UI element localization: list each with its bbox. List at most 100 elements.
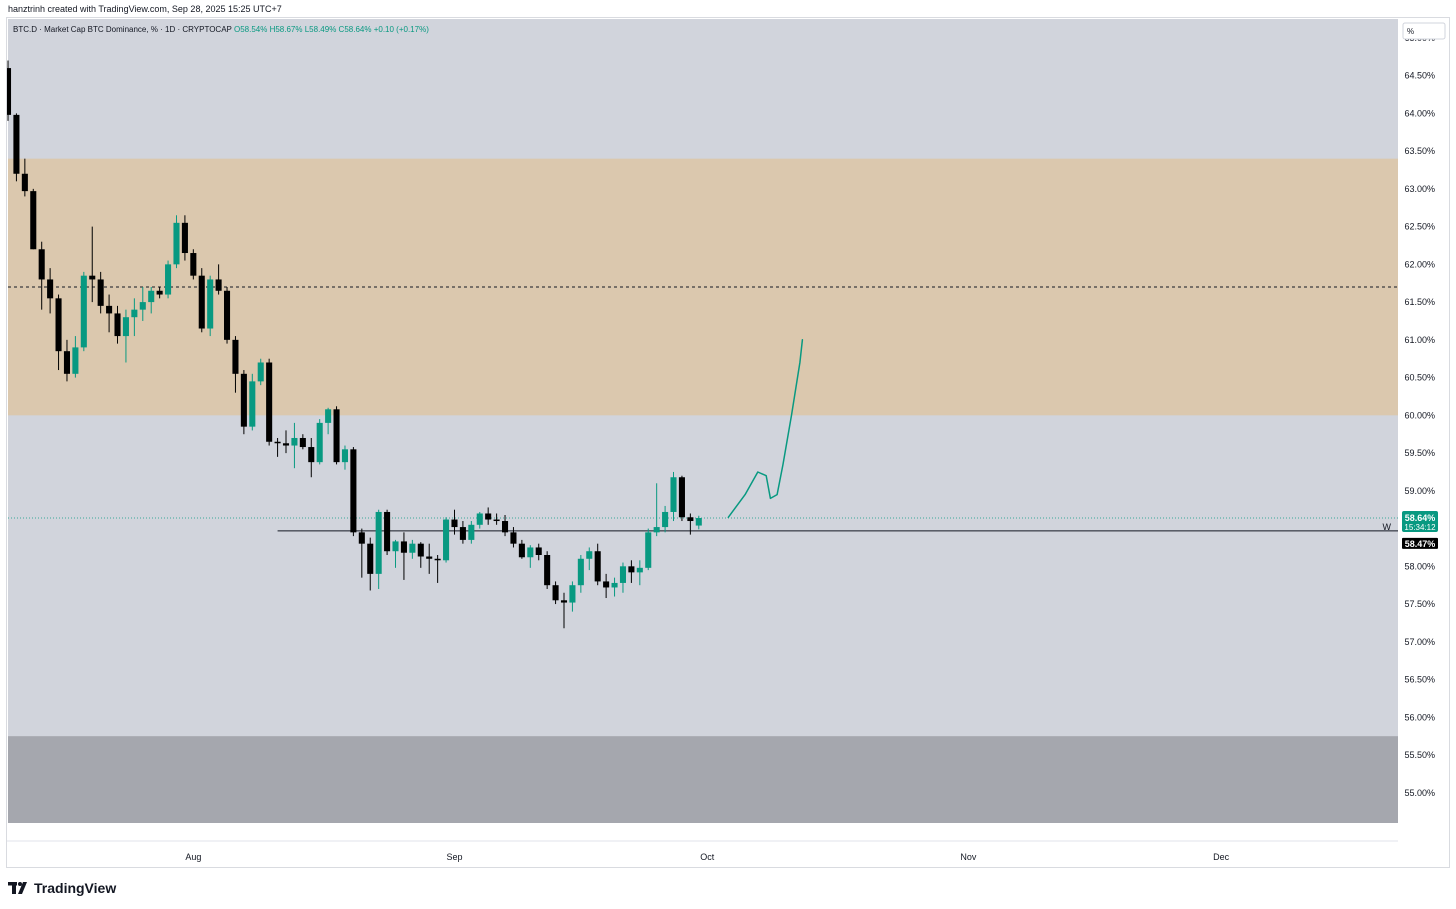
candle[interactable] (4, 60, 12, 121)
candle[interactable] (139, 287, 146, 321)
candle[interactable] (190, 249, 197, 280)
candle[interactable] (687, 513, 694, 535)
candle[interactable] (485, 507, 492, 525)
candle[interactable] (30, 188, 37, 250)
candle[interactable] (299, 434, 306, 450)
candle[interactable] (535, 543, 542, 561)
candle[interactable] (636, 560, 643, 586)
candle-body (207, 279, 214, 329)
candle[interactable] (47, 268, 54, 314)
candle[interactable] (181, 215, 188, 261)
candle[interactable] (13, 113, 20, 182)
plot-background[interactable] (8, 19, 1398, 823)
candle[interactable] (678, 475, 685, 522)
candle[interactable] (611, 577, 618, 597)
candle[interactable] (518, 539, 525, 559)
candle[interactable] (341, 445, 349, 470)
projection-path[interactable] (727, 339, 804, 519)
candle[interactable] (695, 515, 702, 530)
candle[interactable] (544, 551, 551, 589)
candle[interactable] (80, 271, 87, 352)
candle[interactable] (257, 358, 264, 386)
candle[interactable] (443, 517, 450, 563)
candle[interactable] (333, 406, 340, 465)
candle[interactable] (358, 528, 365, 578)
candle[interactable] (165, 260, 172, 299)
candle[interactable] (367, 537, 374, 591)
candle[interactable] (569, 581, 576, 612)
candle[interactable] (434, 555, 441, 583)
candle[interactable] (114, 305, 121, 344)
candle[interactable] (215, 264, 222, 295)
demand-zone[interactable] (8, 736, 1398, 823)
candle[interactable] (409, 539, 416, 559)
candle[interactable] (198, 268, 205, 333)
percent-scale-button[interactable]: % (1402, 22, 1446, 40)
candle[interactable] (291, 422, 298, 469)
candle[interactable] (266, 358, 273, 446)
candle[interactable] (122, 309, 129, 363)
candle[interactable] (501, 514, 509, 537)
candle[interactable] (274, 437, 281, 457)
candle-body (384, 511, 391, 552)
candle[interactable] (240, 370, 247, 435)
candle[interactable] (97, 271, 104, 314)
candle[interactable] (63, 339, 71, 382)
candle[interactable] (223, 287, 231, 344)
candle[interactable] (586, 547, 593, 571)
candle[interactable] (232, 336, 239, 393)
candle[interactable] (282, 430, 290, 454)
price-axis[interactable] (1398, 18, 1449, 867)
candle[interactable] (392, 539, 399, 568)
candle[interactable] (89, 226, 96, 303)
candle[interactable] (55, 294, 62, 371)
candle[interactable] (131, 298, 138, 337)
candle[interactable] (325, 407, 332, 435)
candle[interactable] (106, 294, 113, 333)
candle[interactable] (619, 562, 627, 593)
candle[interactable] (645, 528, 652, 571)
candle[interactable] (207, 275, 214, 337)
candle[interactable] (384, 509, 391, 555)
candle[interactable] (476, 511, 483, 529)
candle[interactable] (249, 373, 256, 431)
candle[interactable] (594, 543, 601, 586)
candle-body (611, 582, 618, 588)
candle[interactable] (173, 215, 180, 269)
candle[interactable] (148, 287, 155, 314)
candle[interactable] (426, 543, 433, 574)
candle[interactable] (417, 542, 424, 568)
candle[interactable] (628, 560, 635, 583)
chart-panel[interactable]: 65.00%64.50%64.00%63.50%63.00%62.50%62.0… (0, 17, 1450, 868)
candle[interactable] (156, 287, 163, 299)
candlestick-chart[interactable]: 65.00%64.50%64.00%63.50%63.00%62.50%62.0… (0, 18, 1449, 867)
candle[interactable] (662, 505, 669, 533)
candle[interactable] (468, 521, 475, 544)
candle[interactable] (459, 521, 466, 544)
candle[interactable] (350, 447, 357, 537)
candle[interactable] (510, 527, 517, 548)
candle[interactable] (670, 471, 677, 522)
candle[interactable] (552, 581, 559, 605)
candle[interactable] (38, 241, 45, 310)
candle-body (198, 275, 205, 329)
candle[interactable] (400, 532, 407, 580)
candle[interactable] (451, 509, 458, 535)
candle[interactable] (653, 483, 660, 537)
candle[interactable] (527, 545, 534, 568)
y-tick-label: 63.00% (1404, 184, 1435, 194)
time-axis[interactable] (7, 823, 1398, 867)
candle[interactable] (577, 555, 584, 593)
candle[interactable] (375, 509, 382, 589)
candle[interactable] (308, 437, 315, 478)
candle-body (223, 290, 231, 340)
tradingview-logo[interactable]: TradingView (8, 880, 116, 896)
candle-body (636, 567, 643, 573)
candle[interactable] (560, 592, 568, 629)
candle[interactable] (493, 513, 500, 525)
y-tick-label: 56.50% (1404, 675, 1435, 685)
candle[interactable] (316, 419, 323, 465)
candle[interactable] (21, 158, 28, 197)
candle[interactable] (603, 573, 610, 599)
candle[interactable] (72, 336, 79, 378)
